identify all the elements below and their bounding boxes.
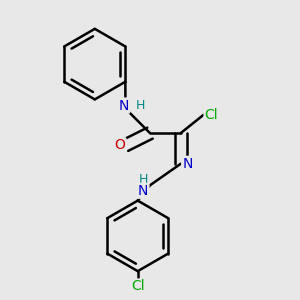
Text: N: N (119, 98, 129, 112)
Text: Cl: Cl (205, 108, 218, 122)
Text: H: H (136, 99, 145, 112)
Text: H: H (139, 173, 148, 186)
Text: N: N (182, 157, 193, 171)
Text: O: O (115, 138, 125, 152)
Text: Cl: Cl (131, 280, 145, 293)
Text: N: N (138, 184, 148, 198)
